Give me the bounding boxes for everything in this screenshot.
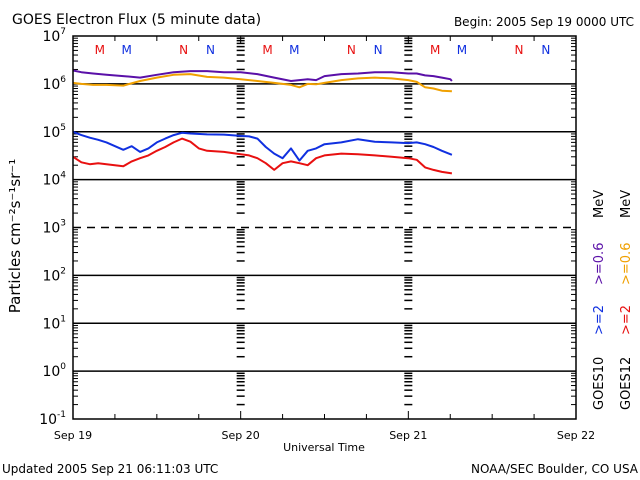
y-axis-title: Particles cm⁻²s⁻¹sr⁻¹ <box>6 159 24 313</box>
series-goes12-0-6-mev <box>72 73 452 93</box>
y-tick-label: 103 <box>42 219 66 237</box>
legend-goes10-high: >=0.6 <box>592 243 607 285</box>
y-tick-label: 100 <box>42 362 66 380</box>
x-tick-label: Sep 20 <box>222 429 260 442</box>
marker-n: N <box>374 43 383 57</box>
y-tick-label: 102 <box>42 266 66 284</box>
marker-n: N <box>347 43 356 57</box>
axis-ticks <box>72 36 577 419</box>
marker-n: N <box>541 43 550 57</box>
marker-m: M <box>95 43 105 57</box>
plot-frame <box>72 35 577 420</box>
legend-goes10-unit: MeV <box>592 190 607 218</box>
marker-m: M <box>289 43 299 57</box>
x-axis-title: Universal Time <box>283 441 365 454</box>
begin-time: Begin: 2005 Sep 19 0000 UTC <box>454 15 634 29</box>
updated-timestamp: Updated 2005 Sep 21 06:11:03 UTC <box>2 462 218 476</box>
marker-m: M <box>430 43 440 57</box>
credit-label: NOAA/SEC Boulder, CO USA <box>471 462 639 476</box>
y-tick-label: 10-1 <box>39 410 66 428</box>
y-tick-label: 107 <box>42 27 66 45</box>
series-goes10-2-mev <box>72 130 453 162</box>
marker-m: M <box>457 43 467 57</box>
chart-title: GOES Electron Flux (5 minute data) <box>12 12 261 28</box>
marker-n: N <box>206 43 215 57</box>
y-tick-label: 105 <box>42 123 66 141</box>
x-tick-labels: Sep 19 Sep 20 Sep 21 Sep 22 <box>54 429 595 442</box>
marker-n: N <box>179 43 188 57</box>
y-tick-label: 104 <box>42 171 66 189</box>
series-lines <box>72 69 453 175</box>
y-tick-label: 106 <box>42 75 66 93</box>
series-goes12-2-mev <box>72 137 453 175</box>
threshold-lines <box>73 83 576 372</box>
y-tick-labels: 107 106 105 104 103 102 101 100 10-1 <box>39 27 66 428</box>
legend: GOES10 >=2 >=0.6 MeV GOES12 >=2 >=0.6 Me… <box>592 190 634 410</box>
series-goes10-0-6-mev <box>72 69 453 82</box>
legend-goes10-low: >=2 <box>592 305 607 335</box>
x-tick-label: Sep 22 <box>557 429 595 442</box>
legend-goes12-sat: GOES12 <box>619 357 634 410</box>
marker-n: N <box>515 43 524 57</box>
legend-goes12-unit: MeV <box>619 190 634 218</box>
legend-goes12-low: >=2 <box>619 305 634 335</box>
y-tick-label: 101 <box>42 314 66 332</box>
legend-goes10-sat: GOES10 <box>592 357 607 410</box>
marker-m: M <box>121 43 131 57</box>
x-tick-label: Sep 19 <box>54 429 92 442</box>
legend-goes12-high: >=0.6 <box>619 243 634 285</box>
x-tick-label: Sep 21 <box>389 429 427 442</box>
marker-m: M <box>262 43 272 57</box>
